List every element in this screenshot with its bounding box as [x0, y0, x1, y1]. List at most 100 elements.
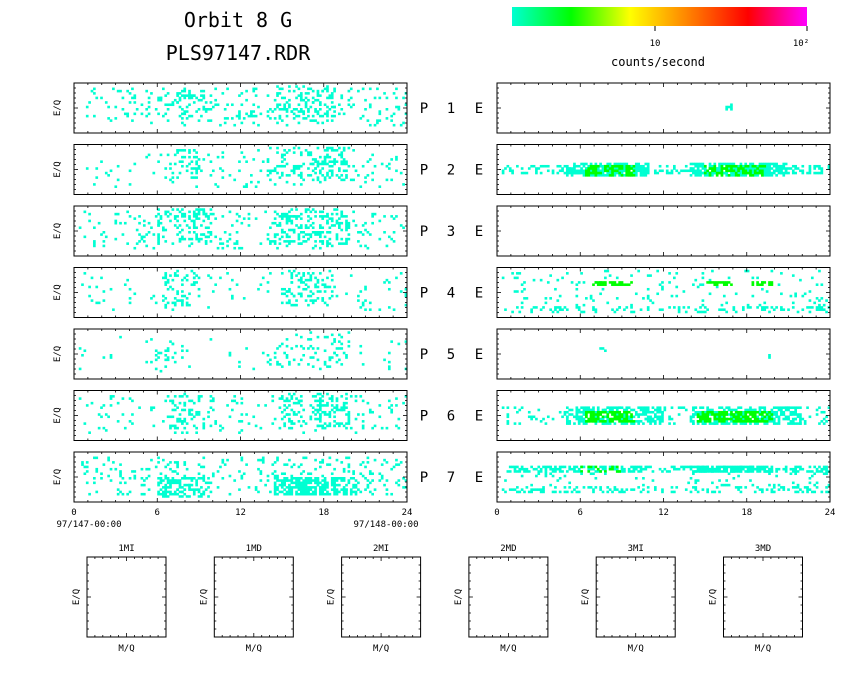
- data-cell: [778, 420, 781, 423]
- data-cell: [369, 233, 372, 236]
- data-cell: [706, 416, 709, 419]
- data-cell: [618, 167, 621, 170]
- data-cell: [329, 170, 332, 173]
- data-cell: [709, 172, 712, 175]
- data-cell: [735, 420, 738, 423]
- data-cell: [198, 277, 201, 280]
- data-cell: [305, 457, 308, 460]
- data-cell: [309, 174, 312, 177]
- data-cell: [314, 233, 317, 236]
- data-cell: [117, 165, 120, 168]
- data-cell: [537, 167, 540, 170]
- data-cell: [809, 306, 812, 309]
- data-cell: [616, 167, 619, 170]
- data-cell: [752, 277, 755, 280]
- data-cell: [212, 170, 215, 173]
- data-cell: [312, 222, 315, 225]
- data-cell: [633, 420, 636, 423]
- data-cell: [388, 236, 391, 239]
- data-cell: [188, 163, 191, 166]
- data-cell: [654, 420, 657, 423]
- data-cell: [181, 229, 184, 232]
- data-cell: [271, 395, 274, 398]
- data-cell: [547, 416, 550, 419]
- data-cell: [331, 224, 334, 227]
- data-cell: [350, 477, 353, 480]
- data-cell: [685, 311, 688, 314]
- data-cell: [221, 170, 224, 173]
- data-cell: [195, 215, 198, 218]
- data-cell: [516, 470, 519, 473]
- data-cell: [635, 411, 638, 414]
- data-cell: [224, 463, 227, 466]
- data-cell: [283, 352, 286, 355]
- data-cell: [167, 495, 170, 498]
- data-cell: [359, 306, 362, 309]
- data-cell: [773, 422, 776, 425]
- data-cell: [276, 106, 279, 109]
- data-cell: [181, 215, 184, 218]
- data-cell: [583, 413, 586, 416]
- data-cell: [164, 486, 167, 489]
- data-cell: [198, 240, 201, 243]
- data-cell: [112, 308, 115, 311]
- data-cell: [281, 491, 284, 494]
- data-cell: [649, 422, 652, 425]
- data-cell: [590, 174, 593, 177]
- data-cell: [794, 172, 797, 175]
- data-cell: [331, 400, 334, 403]
- data-cell: [823, 411, 826, 414]
- data-cell: [210, 119, 213, 122]
- data-cell: [136, 242, 139, 245]
- data-cell: [633, 165, 636, 168]
- data-cell: [771, 167, 774, 170]
- data-cell: [193, 94, 196, 97]
- data-cell: [516, 272, 519, 275]
- data-cell: [333, 416, 336, 419]
- data-cell: [756, 306, 759, 309]
- data-cell: [300, 491, 303, 494]
- data-cell: [317, 99, 320, 102]
- data-cell: [290, 493, 293, 496]
- data-cell: [780, 165, 783, 168]
- data-cell: [725, 106, 728, 109]
- data-cell: [602, 418, 605, 421]
- data-cell: [181, 356, 184, 359]
- data-cell: [678, 311, 681, 314]
- data-cell: [654, 413, 657, 416]
- data-cell: [193, 425, 196, 428]
- data-cell: [642, 406, 645, 409]
- data-cell: [652, 302, 655, 305]
- data-cell: [321, 160, 324, 163]
- data-cell: [640, 167, 643, 170]
- data-cell: [625, 165, 628, 168]
- data-cell: [207, 416, 210, 419]
- data-cell: [671, 406, 674, 409]
- row-label-e: E: [475, 163, 483, 179]
- data-cell: [595, 281, 598, 284]
- data-cell: [633, 409, 636, 412]
- data-cell: [740, 174, 743, 177]
- data-cell: [713, 283, 716, 286]
- data-cell: [257, 149, 260, 152]
- data-cell: [195, 167, 198, 170]
- data-cell: [621, 165, 624, 168]
- data-cell: [157, 160, 160, 163]
- data-cell: [172, 470, 175, 473]
- data-cell: [792, 411, 795, 414]
- data-cell: [221, 156, 224, 159]
- data-cell: [276, 479, 279, 482]
- data-cell: [212, 290, 215, 293]
- data-cell: [573, 470, 576, 473]
- data-cell: [321, 299, 324, 302]
- data-cell: [262, 352, 265, 355]
- data-cell: [174, 224, 177, 227]
- data-cell: [191, 479, 194, 482]
- data-cell: [744, 411, 747, 414]
- data-cell: [728, 281, 731, 284]
- data-cell: [355, 486, 358, 489]
- data-cell: [545, 466, 548, 469]
- data-cell: [305, 211, 308, 214]
- data-cell: [131, 97, 134, 100]
- data-cell: [635, 293, 638, 296]
